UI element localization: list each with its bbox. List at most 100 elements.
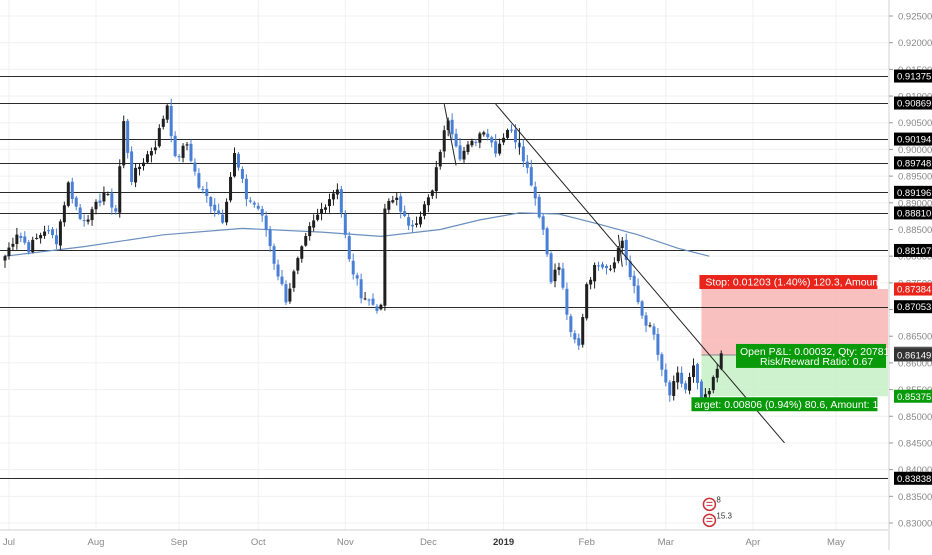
candle-bearish[interactable] [359, 279, 363, 299]
candle-bullish[interactable] [462, 150, 466, 160]
candle-bearish[interactable] [533, 186, 537, 199]
candle-bearish[interactable] [680, 372, 684, 384]
candle-bearish[interactable] [529, 167, 533, 186]
candle-bearish[interactable] [236, 153, 240, 168]
candle-bullish[interactable] [106, 193, 110, 195]
candle-bearish[interactable] [240, 168, 244, 179]
trendline[interactable] [495, 103, 785, 444]
candle-bullish[interactable] [498, 143, 502, 154]
candle-bullish[interactable] [90, 209, 94, 221]
candle-bearish[interactable] [221, 214, 225, 223]
candle-bearish[interactable] [252, 202, 256, 205]
candle-bearish[interactable] [545, 228, 549, 255]
candle-bearish[interactable] [130, 151, 134, 182]
candle-bearish[interactable] [695, 364, 699, 383]
candle-bearish[interactable] [656, 333, 660, 355]
candle-bullish[interactable] [138, 166, 142, 170]
candle-bearish[interactable] [23, 236, 27, 243]
candle-bullish[interactable] [43, 231, 47, 236]
candle-bearish[interactable] [209, 197, 213, 207]
candle-bullish[interactable] [296, 258, 300, 271]
level-price-tag[interactable] [894, 471, 932, 485]
candle-bearish[interactable] [371, 298, 375, 305]
candle-bearish[interactable] [411, 224, 415, 227]
candle-bearish[interactable] [561, 268, 565, 288]
candle-bullish[interactable] [648, 325, 652, 327]
candle-bearish[interactable] [244, 178, 248, 200]
candle-bullish[interactable] [418, 216, 422, 225]
candle-bearish[interactable] [248, 200, 252, 202]
candle-bearish[interactable] [513, 129, 517, 143]
candle-bullish[interactable] [181, 145, 185, 158]
candle-bullish[interactable] [711, 377, 715, 391]
candle-bearish[interactable] [668, 382, 672, 396]
candle-bullish[interactable] [145, 154, 149, 163]
candle-bullish[interactable] [165, 105, 169, 120]
candle-bullish[interactable] [141, 162, 145, 167]
level-price-tag[interactable] [894, 300, 932, 314]
candle-bearish[interactable] [177, 156, 181, 158]
candle-bullish[interactable] [688, 376, 692, 391]
candle-bullish[interactable] [363, 298, 367, 300]
candle-bullish[interactable] [608, 268, 612, 270]
candle-bearish[interactable] [521, 146, 525, 162]
candle-bullish[interactable] [62, 205, 66, 223]
candle-bullish[interactable] [58, 221, 62, 246]
candle-bullish[interactable] [94, 201, 98, 210]
candle-bullish[interactable] [335, 189, 339, 195]
candle-bearish[interactable] [577, 338, 581, 346]
candle-bearish[interactable] [347, 236, 351, 260]
candle-bearish[interactable] [573, 333, 577, 340]
candle-bearish[interactable] [50, 229, 54, 236]
candle-bearish[interactable] [660, 354, 664, 370]
candle-bullish[interactable] [553, 269, 557, 282]
candle-bearish[interactable] [114, 208, 118, 212]
candle-bullish[interactable] [676, 372, 680, 383]
candle-bullish[interactable] [422, 204, 426, 216]
candle-bullish[interactable] [229, 176, 233, 201]
candle-bullish[interactable] [616, 248, 620, 262]
candle-bearish[interactable] [70, 181, 74, 199]
candle-bullish[interactable] [15, 234, 19, 245]
candle-bullish[interactable] [438, 152, 442, 167]
candle-bullish[interactable] [331, 193, 335, 200]
candle-bullish[interactable] [426, 197, 430, 206]
candle-bearish[interactable] [82, 220, 86, 222]
candle-bullish[interactable] [620, 240, 624, 249]
drawn-line[interactable] [443, 103, 457, 166]
candle-bearish[interactable] [644, 315, 648, 326]
candle-bullish[interactable] [415, 223, 419, 225]
candle-bullish[interactable] [434, 167, 438, 192]
candle-bearish[interactable] [284, 284, 288, 303]
candle-bullish[interactable] [557, 267, 561, 270]
candle-bullish[interactable] [719, 353, 723, 369]
candle-bearish[interactable] [604, 265, 608, 269]
candle-bearish[interactable] [636, 285, 640, 303]
candle-bearish[interactable] [19, 236, 23, 239]
candle-bullish[interactable] [149, 151, 153, 156]
candle-bullish[interactable] [395, 197, 399, 200]
candle-bearish[interactable] [490, 137, 494, 143]
candle-bearish[interactable] [569, 316, 573, 333]
candle-bullish[interactable] [31, 239, 35, 253]
candle-bearish[interactable] [260, 208, 264, 216]
position-price-tag[interactable] [894, 282, 932, 296]
level-price-tag[interactable] [894, 156, 932, 170]
candle-bearish[interactable] [537, 196, 541, 218]
candle-bullish[interactable] [478, 133, 482, 143]
candle-bullish[interactable] [66, 182, 70, 206]
candle-bearish[interactable] [268, 229, 272, 247]
candle-bearish[interactable] [628, 261, 632, 278]
candle-bearish[interactable] [601, 264, 605, 268]
candle-bearish[interactable] [217, 210, 221, 214]
candle-bullish[interactable] [292, 271, 296, 288]
candle-bullish[interactable] [506, 130, 510, 138]
candle-bearish[interactable] [169, 105, 173, 137]
candle-bullish[interactable] [118, 166, 122, 213]
candle-bearish[interactable] [351, 260, 355, 275]
candle-bearish[interactable] [494, 141, 498, 154]
candle-bearish[interactable] [78, 207, 82, 219]
candle-bullish[interactable] [593, 264, 597, 282]
candle-bearish[interactable] [276, 264, 280, 277]
